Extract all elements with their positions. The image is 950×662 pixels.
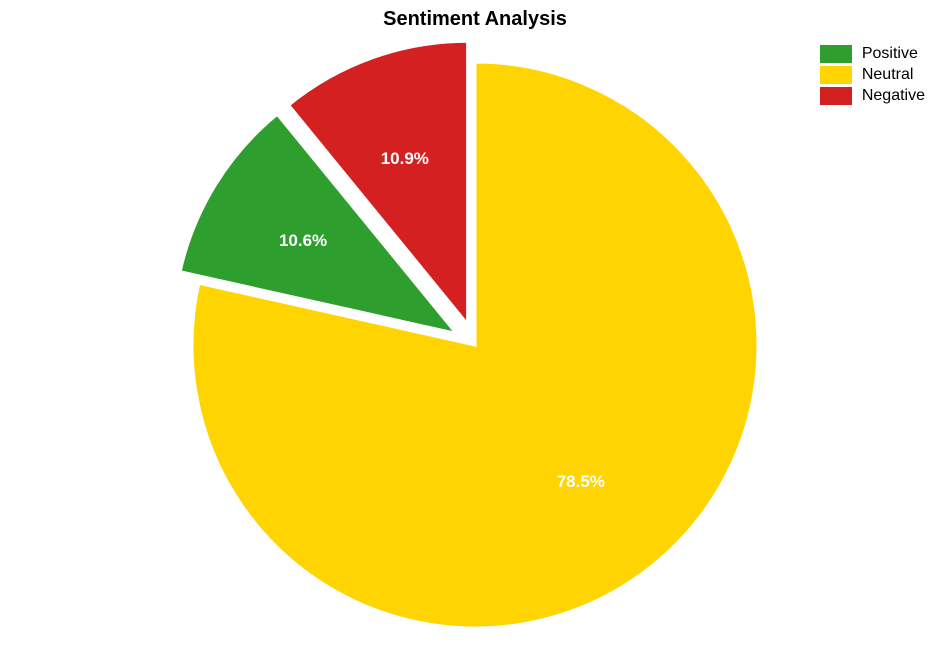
- slice-label-positive: 10.6%: [279, 231, 327, 251]
- legend-item-negative: Negative: [820, 87, 925, 105]
- legend-item-positive: Positive: [820, 45, 925, 63]
- legend-swatch-positive: [820, 45, 852, 63]
- pie-svg: [0, 35, 950, 662]
- slice-label-neutral: 78.5%: [557, 472, 605, 492]
- chart-title: Sentiment Analysis: [0, 8, 950, 31]
- legend: Positive Neutral Negative: [820, 45, 925, 108]
- legend-item-neutral: Neutral: [820, 66, 925, 84]
- sentiment-pie-chart: Sentiment Analysis 78.5% 10.6% 10.9% Posit…: [0, 0, 950, 662]
- legend-swatch-neutral: [820, 66, 852, 84]
- legend-label-neutral: Neutral: [862, 66, 914, 84]
- legend-label-positive: Positive: [862, 45, 918, 63]
- legend-swatch-negative: [820, 87, 852, 105]
- legend-label-negative: Negative: [862, 87, 925, 105]
- slice-label-negative: 10.9%: [381, 149, 429, 169]
